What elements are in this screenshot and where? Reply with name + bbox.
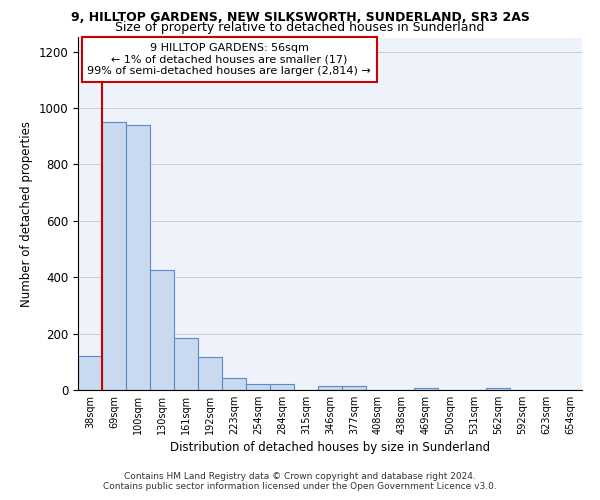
Bar xyxy=(102,122,126,390)
Bar xyxy=(486,388,510,390)
X-axis label: Distribution of detached houses by size in Sunderland: Distribution of detached houses by size … xyxy=(170,441,490,454)
Text: Contains HM Land Registry data © Crown copyright and database right 2024.
Contai: Contains HM Land Registry data © Crown c… xyxy=(103,472,497,491)
Bar xyxy=(342,386,366,390)
Bar xyxy=(222,378,246,390)
Bar xyxy=(198,356,222,390)
Bar xyxy=(150,270,174,390)
Y-axis label: Number of detached properties: Number of detached properties xyxy=(20,120,33,306)
Bar xyxy=(126,125,150,390)
Bar xyxy=(78,356,102,390)
Bar xyxy=(246,384,270,390)
Bar xyxy=(270,384,294,390)
Bar xyxy=(174,338,198,390)
Text: 9 HILLTOP GARDENS: 56sqm
← 1% of detached houses are smaller (17)
99% of semi-de: 9 HILLTOP GARDENS: 56sqm ← 1% of detache… xyxy=(88,43,371,76)
Text: 9, HILLTOP GARDENS, NEW SILKSWORTH, SUNDERLAND, SR3 2AS: 9, HILLTOP GARDENS, NEW SILKSWORTH, SUND… xyxy=(71,11,529,24)
Bar xyxy=(414,388,438,390)
Bar xyxy=(318,386,342,390)
Text: Size of property relative to detached houses in Sunderland: Size of property relative to detached ho… xyxy=(115,22,485,35)
